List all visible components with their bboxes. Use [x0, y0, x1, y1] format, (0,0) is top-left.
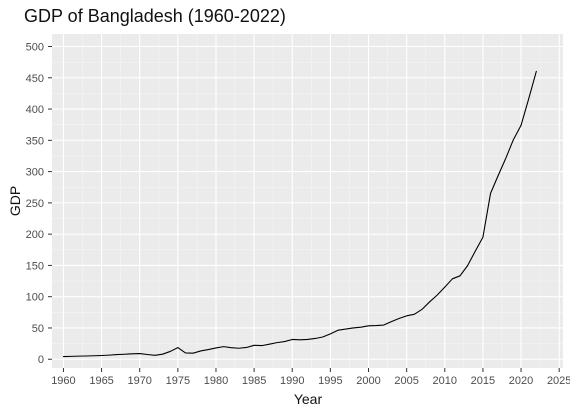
- y-axis-tick-label: 50: [32, 323, 44, 335]
- x-axis-tick-label: 1960: [51, 375, 75, 387]
- y-axis-tick-label: 350: [26, 135, 44, 147]
- y-axis-tick-label: 100: [26, 292, 44, 304]
- x-axis-tick-label: 1985: [242, 375, 266, 387]
- x-axis-title: Year: [294, 391, 323, 407]
- y-axis-tick-label: 0: [38, 354, 44, 366]
- y-axis-tick-label: 300: [26, 167, 44, 179]
- axis-layer: 1960 1965 1970 1975 1980 1985 1990 1995 2000 2005…: [26, 42, 570, 387]
- x-axis-tick-label: 1965: [89, 375, 113, 387]
- x-axis-tick-label: 1975: [166, 375, 190, 387]
- gdp-series-line: [62, 70, 537, 358]
- chart-title: GDP of Bangladesh (1960-2022): [24, 6, 286, 26]
- x-axis-tick-label: 2000: [356, 375, 380, 387]
- line-layer: [62, 70, 537, 358]
- y-axis-tick-label: 450: [26, 73, 44, 85]
- x-axis-tick-label: 1980: [204, 375, 228, 387]
- x-axis-tick-label: 2010: [433, 375, 457, 387]
- x-axis-tick-label: 2020: [509, 375, 533, 387]
- x-axis-tick-label: 1970: [127, 375, 151, 387]
- grid-layer: [52, 34, 563, 368]
- x-axis-tick-label: 2005: [394, 375, 418, 387]
- y-axis-tick-label: 250: [26, 198, 44, 210]
- y-axis-title: GDP: [7, 186, 23, 216]
- plot-panel: [52, 34, 563, 368]
- y-axis-tick-label: 150: [26, 260, 44, 272]
- y-axis-tick-label: 400: [26, 104, 44, 116]
- x-axis-tick-label: 1990: [280, 375, 304, 387]
- x-axis-tick-label: 2025: [547, 375, 570, 387]
- y-axis-tick-label: 500: [26, 42, 44, 54]
- y-axis-tick-label: 200: [26, 229, 44, 241]
- x-axis-tick-label: 2015: [471, 375, 495, 387]
- x-axis-tick-label: 1995: [318, 375, 342, 387]
